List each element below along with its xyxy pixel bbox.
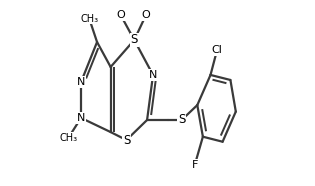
Text: F: F: [192, 160, 198, 170]
Text: N: N: [77, 113, 85, 123]
Text: S: S: [178, 113, 185, 126]
Text: N: N: [77, 77, 85, 87]
Text: S: S: [130, 33, 138, 46]
Text: Cl: Cl: [212, 45, 222, 55]
Text: N: N: [149, 70, 157, 80]
Text: CH₃: CH₃: [80, 14, 98, 24]
Text: O: O: [116, 10, 125, 20]
Text: CH₃: CH₃: [59, 133, 77, 143]
Text: O: O: [142, 10, 150, 20]
Text: S: S: [123, 134, 130, 147]
